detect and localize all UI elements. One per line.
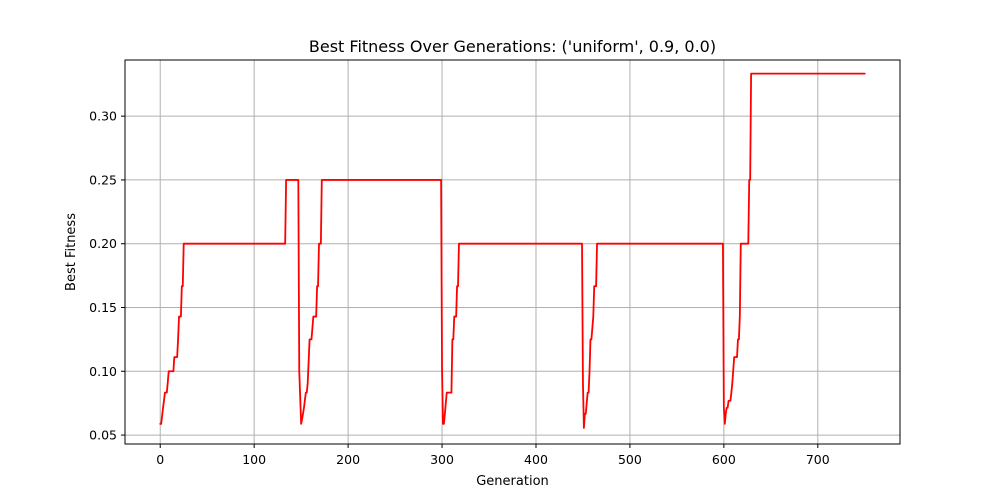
x-tick-label: 300 <box>430 452 454 467</box>
y-axis: 0.05 0.10 0.15 0.20 0.25 0.30 <box>89 109 125 443</box>
y-tick-label: 0.15 <box>89 300 117 315</box>
x-tick-label: 500 <box>618 452 642 467</box>
x-axis-label: Generation <box>476 474 549 489</box>
y-tick-label: 0.10 <box>89 364 117 379</box>
series-layer <box>159 72 866 429</box>
grid <box>125 60 900 444</box>
x-tick-label: 100 <box>242 452 266 467</box>
y-tick-label: 0.30 <box>89 109 117 124</box>
y-tick-label: 0.20 <box>89 236 117 251</box>
series-line-0 <box>159 72 866 429</box>
y-tick-label: 0.25 <box>89 172 117 187</box>
plot-frame <box>124 59 901 445</box>
x-tick-label: 0 <box>156 452 164 467</box>
y-tick-label: 0.05 <box>89 428 117 443</box>
y-axis-label: Best Fitness <box>64 213 79 291</box>
x-tick-label: 600 <box>712 452 736 467</box>
x-axis: 0 100 200 300 400 500 600 700 <box>156 444 830 467</box>
chart-title: Best Fitness Over Generations: ('uniform… <box>309 37 716 56</box>
x-tick-label: 700 <box>806 452 830 467</box>
x-tick-label: 200 <box>336 452 360 467</box>
x-tick-label: 400 <box>524 452 548 467</box>
